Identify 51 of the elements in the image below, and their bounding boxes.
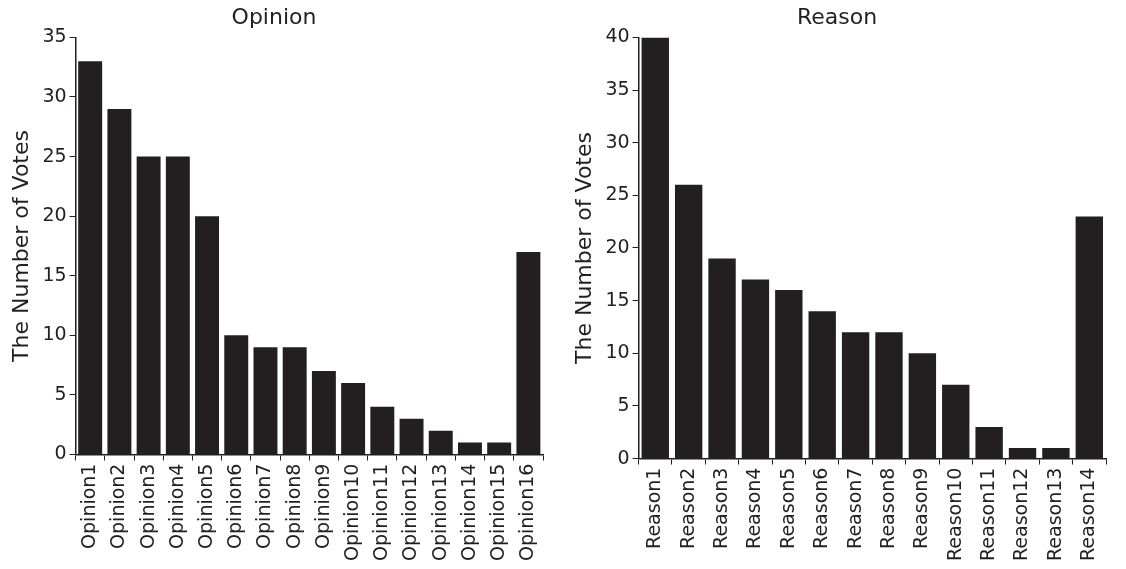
y-tick-label: 0	[617, 445, 630, 468]
chart-title: Reason	[796, 3, 878, 29]
x-tick-label: Reason10	[942, 467, 965, 562]
x-tick-label: Reason3	[708, 467, 731, 549]
x-tick-label: Reason2	[675, 467, 698, 549]
x-tick-label: Opinion6	[223, 463, 246, 549]
y-tick-label: 25	[605, 182, 630, 205]
x-tick-label: Reason8	[875, 467, 898, 549]
x-tick-label: Opinion16	[515, 463, 538, 562]
x-tick-label: Opinion7	[252, 463, 275, 549]
y-axis-title: The Number of Votes	[570, 132, 596, 365]
y-tick-label: 5	[54, 381, 67, 404]
y-tick-label: 35	[42, 24, 67, 47]
y-tick-label: 10	[605, 340, 630, 363]
y-tick-label: 30	[42, 83, 67, 106]
x-tick-label: Opinion15	[486, 463, 509, 562]
y-tick-label: 15	[42, 262, 67, 285]
x-tick-label: Opinion2	[106, 463, 129, 549]
y-tick-label: 25	[42, 143, 67, 166]
y-tick-label: 15	[605, 287, 630, 310]
x-tick-label: Reason7	[842, 467, 865, 549]
y-tick-label: 10	[42, 322, 67, 345]
x-tick-label: Opinion11	[369, 463, 392, 562]
x-tick-label: Reason5	[775, 467, 798, 549]
x-tick-label: Opinion4	[164, 463, 187, 549]
x-tick-label: Opinion5	[193, 463, 216, 549]
x-tick-label: Opinion13	[427, 463, 450, 562]
y-tick-label: 35	[605, 76, 630, 99]
y-tick-label: 40	[605, 24, 630, 47]
x-tick-label: Reason13	[1042, 467, 1065, 562]
x-tick-label: Reason6	[809, 467, 832, 549]
y-tick-label: 5	[617, 392, 630, 415]
x-tick-label: Reason4	[742, 467, 765, 549]
y-tick-label: 0	[54, 441, 67, 464]
x-tick-label: Reason14	[1076, 467, 1099, 562]
x-tick-label: Reason1	[642, 467, 665, 549]
x-tick-label: Opinion1	[77, 463, 100, 549]
x-tick-label: Opinion12	[398, 463, 421, 562]
x-tick-label: Opinion8	[281, 463, 304, 549]
y-axis-title: The Number of Votes	[7, 130, 33, 363]
x-tick-label: Reason12	[1009, 467, 1032, 562]
x-tick-label: Opinion3	[135, 463, 158, 549]
x-tick-label: Opinion10	[340, 463, 363, 562]
y-tick-label: 20	[42, 203, 67, 226]
x-tick-label: Reason9	[909, 467, 932, 549]
y-tick-label: 20	[605, 234, 630, 257]
x-tick-label: Reason11	[976, 467, 999, 562]
x-tick-label: Opinion14	[456, 463, 479, 562]
chart-title: Opinion	[231, 3, 317, 29]
x-tick-label: Opinion9	[310, 463, 333, 549]
y-tick-label: 30	[605, 129, 630, 152]
